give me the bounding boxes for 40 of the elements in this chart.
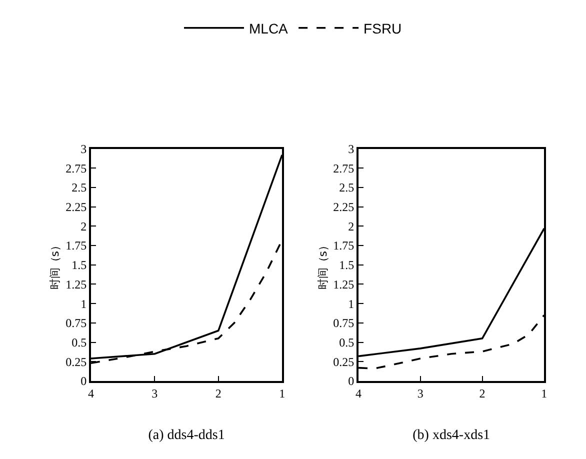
y-tick-label: 1.75	[66, 238, 87, 253]
y-tick-label: 2.25	[333, 200, 354, 214]
legend-label: FSRU	[364, 20, 402, 36]
y-tick-label: 1.25	[333, 277, 354, 292]
x-tick-label: 1	[279, 386, 286, 400]
x-tick-label: 4	[356, 386, 362, 400]
y-tick-label: 1.75	[333, 238, 354, 253]
y-tick-label: 0.75	[333, 316, 354, 330]
y-tick-label: 1	[80, 296, 87, 311]
y-tick-label: 0	[80, 374, 87, 388]
y-tick-label: 1.25	[66, 277, 87, 292]
y-tick-label: 0	[348, 374, 354, 388]
x-tick-label: 1	[541, 386, 548, 400]
y-tick-label: 1.5	[72, 258, 87, 272]
legend-label: MLCA	[249, 20, 289, 36]
x-tick-label: 2	[479, 386, 486, 400]
x-axis-title: (a) dds4-dds1	[148, 428, 225, 444]
x-tick-label: 3	[152, 386, 158, 400]
y-axis-title: 时间（s）	[48, 240, 62, 290]
y-tick-label: 1.5	[339, 258, 354, 272]
y-tick-label: 3	[348, 142, 354, 156]
y-tick-label: 0.25	[66, 354, 87, 369]
y-tick-label: 2	[80, 219, 87, 234]
y-tick-label: 2.75	[333, 161, 354, 176]
x-axis-title: (b) xds4-xds1	[412, 428, 490, 444]
y-tick-label: 2	[348, 219, 354, 234]
x-tick-label: 4	[88, 386, 94, 400]
y-tick-label: 1	[348, 296, 354, 311]
y-tick-label: 2.5	[72, 180, 87, 195]
y-tick-label: 2.5	[339, 180, 354, 195]
y-tick-label: 3	[80, 142, 87, 156]
y-tick-label: 0.75	[66, 316, 87, 330]
y-axis-title: 时间（s）	[316, 240, 330, 290]
x-tick-label: 2	[215, 386, 222, 400]
y-tick-label: 2.25	[66, 200, 87, 214]
y-tick-label: 2.75	[66, 161, 87, 176]
x-tick-label: 3	[417, 386, 424, 400]
y-tick-label: 0.25	[333, 354, 354, 369]
y-tick-label: 0.5	[72, 335, 87, 350]
y-tick-label: 0.5	[339, 335, 354, 350]
